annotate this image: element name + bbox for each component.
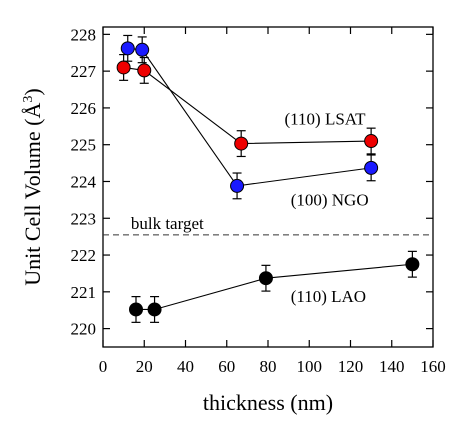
data-point — [116, 60, 131, 75]
data-point — [258, 271, 273, 286]
x-tick-label: 60 — [218, 357, 235, 376]
data-point — [120, 41, 135, 56]
x-tick-label: 160 — [420, 357, 446, 376]
x-tick-label: 140 — [379, 357, 405, 376]
series-line — [123, 66, 372, 145]
y-axis-title: Unit Cell Volume (Å3) — [20, 88, 45, 285]
x-tick-label: 0 — [99, 357, 108, 376]
y-tick-label: 222 — [71, 246, 97, 265]
y-tick-label: 227 — [71, 62, 97, 81]
data-point — [405, 257, 420, 272]
data-point — [137, 63, 152, 78]
series-line — [136, 263, 413, 311]
y-tick-label: 221 — [71, 283, 97, 302]
x-axis-title: thickness (nm) — [203, 390, 333, 415]
data-point — [129, 302, 143, 317]
plot-frame — [102, 26, 434, 348]
series-2 — [129, 250, 420, 323]
y-axis-title-close: ) — [20, 88, 45, 95]
y-tick-label: 220 — [71, 320, 97, 339]
data-point — [234, 136, 249, 151]
series-line — [127, 47, 372, 187]
y-tick-label: 228 — [71, 25, 97, 44]
data-point — [230, 178, 245, 193]
y-axis-title-superscript: 3 — [21, 96, 36, 103]
series-0 — [116, 53, 379, 158]
y-tick-label: 223 — [71, 209, 97, 228]
x-tick-label: 120 — [338, 357, 364, 376]
y-tick-label: 224 — [71, 172, 97, 191]
series-label: (100) NGO — [291, 190, 369, 209]
x-tick-label: 40 — [177, 357, 194, 376]
x-tick-label: 100 — [297, 357, 323, 376]
series-label: (110) LSAT — [285, 109, 367, 128]
x-tick-label: 20 — [136, 357, 153, 376]
bulk-target-label: bulk target — [131, 214, 204, 233]
series-1 — [120, 34, 379, 200]
data-point — [364, 160, 379, 175]
data-point — [364, 134, 379, 149]
y-tick-label: 225 — [71, 136, 97, 155]
y-tick-label: 226 — [71, 99, 97, 118]
y-axis-title-main: Unit Cell Volume (Å — [20, 102, 45, 285]
data-point — [135, 42, 150, 57]
x-tick-label: 80 — [260, 357, 277, 376]
data-point — [147, 302, 162, 317]
series-label: (110) LAO — [291, 287, 366, 306]
